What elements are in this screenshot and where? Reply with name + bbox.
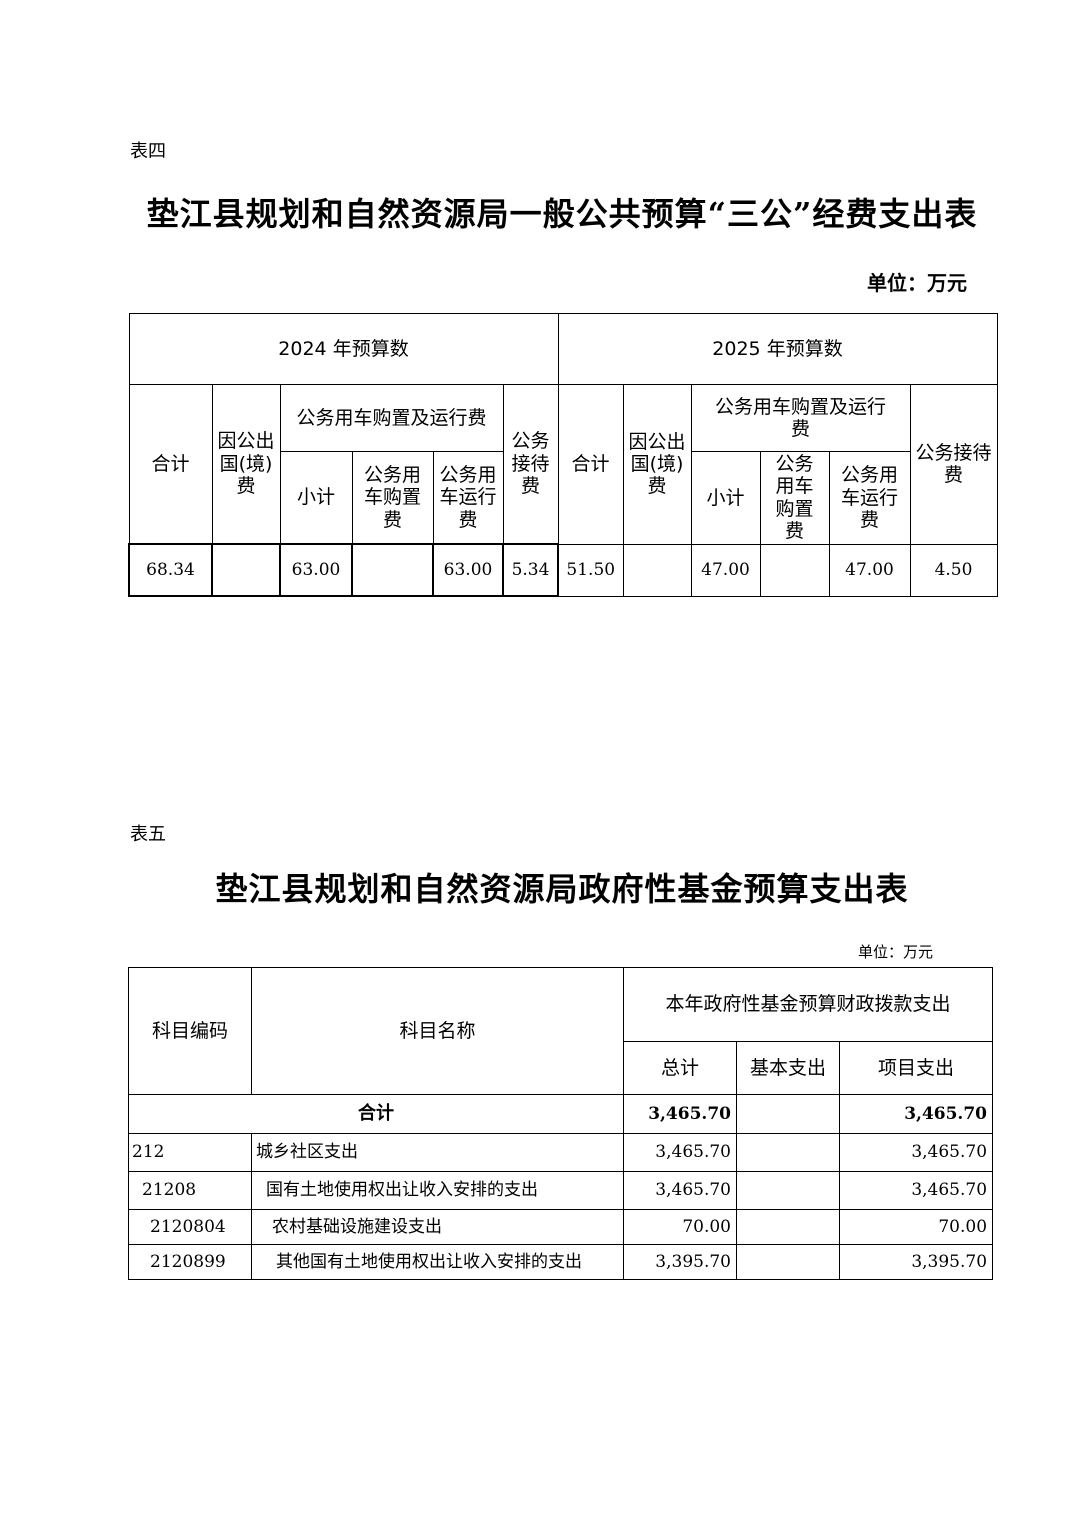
val-2024-reception: 5.34: [502, 543, 559, 597]
row-basic: [736, 1209, 840, 1245]
col-2024-total: 合计: [128, 384, 213, 545]
row-project: 3,465.70: [838, 1171, 994, 1210]
header-row-top: 科目编码 科目名称 本年政府性基金预算财政拨款支出: [128, 967, 994, 1095]
val-2024-total: 68.34: [128, 543, 213, 597]
row-code: 2120899: [128, 1244, 252, 1280]
row-code: 2120804: [128, 1209, 252, 1245]
total-row-total: 3,465.70: [623, 1094, 737, 1134]
row-total: 3,465.70: [623, 1133, 737, 1172]
total-row-project: 3,465.70: [838, 1094, 994, 1134]
row-code: 21208: [128, 1171, 252, 1210]
val-2024-abroad: [211, 543, 281, 597]
row-name: 农村基础设施建设支出: [251, 1209, 624, 1245]
col-2025-purchase: 公务用车购置费: [759, 451, 830, 545]
row-basic: [736, 1133, 840, 1172]
col-2024-purchase: 公务用车购置费: [351, 451, 434, 545]
year-2024-header: 2024 年预算数: [128, 313, 559, 385]
col-basic-expense: 基本支出: [736, 1041, 840, 1095]
row-project: 3,395.70: [838, 1244, 994, 1280]
row-basic: [736, 1244, 840, 1280]
row-name: 城乡社区支出: [251, 1133, 624, 1172]
col-2024-vehicle-group: 公务用车购置及运行费: [279, 384, 504, 452]
val-2025-subtotal: 47.00: [690, 543, 761, 597]
val-2025-abroad: [622, 543, 692, 597]
row-name: 国有土地使用权出让收入安排的支出: [251, 1171, 624, 1210]
row-total: 70.00: [623, 1209, 737, 1245]
table-row: 21208 国有土地使用权出让收入安排的支出 3,465.70 3,465.70: [128, 1171, 994, 1210]
col-2025-vehicle-group: 公务用车购置及运行费: [690, 384, 911, 452]
col-subject-name: 科目名称: [251, 967, 624, 1095]
val-2024-purchase: [351, 543, 434, 597]
table-row: 2120899 其他国有土地使用权出让收入安排的支出 3,395.70 3,39…: [128, 1244, 994, 1280]
val-2025-purchase: [759, 543, 830, 597]
table5-title: 垫江县规划和自然资源局政府性基金预算支出表: [215, 870, 909, 908]
col-2025-total: 合计: [557, 384, 624, 545]
row-project: 3,465.70: [838, 1133, 994, 1172]
val-2024-operation: 63.00: [432, 543, 504, 597]
total-row: 合计 3,465.70 3,465.70: [128, 1094, 994, 1134]
row-code: 212: [128, 1133, 252, 1172]
col-2024-subtotal: 小计: [279, 451, 353, 545]
table5-unit: 单位：万元: [857, 943, 933, 961]
year-2025-header: 2025 年预算数: [557, 313, 998, 385]
total-row-label: 合计: [128, 1094, 624, 1134]
row-name: 其他国有土地使用权出让收入安排的支出: [251, 1244, 624, 1280]
table4-unit: 单位：万元: [867, 271, 967, 295]
three-public-expense-table: 2024 年预算数 2025 年预算数 合计 因公出国(境)费 公务用车购置及运…: [128, 313, 998, 597]
table4-label: 表四: [130, 141, 166, 162]
col-project-expense: 项目支出: [838, 1041, 994, 1095]
total-row-basic: [736, 1094, 840, 1134]
col-2024-reception: 公务接待费: [502, 384, 559, 545]
col-2025-reception: 公务接待费: [909, 384, 998, 545]
col-grand-total: 总计: [623, 1041, 737, 1095]
row-basic: [736, 1171, 840, 1210]
row-project: 70.00: [838, 1209, 994, 1245]
row-total: 3,395.70: [623, 1244, 737, 1280]
table-row: 212 城乡社区支出 3,465.70 3,465.70: [128, 1133, 994, 1172]
col-2025-operation: 公务用车运行费: [828, 451, 911, 545]
col-fund-group: 本年政府性基金预算财政拨款支出: [622, 967, 994, 1042]
col-2025-abroad: 因公出国(境)费: [622, 384, 692, 545]
data-row: 68.34 63.00 63.00 5.34 51.50 47.00 47.00…: [128, 543, 998, 597]
col-2024-operation: 公务用车运行费: [432, 451, 504, 545]
row-total: 3,465.70: [623, 1171, 737, 1210]
val-2025-operation: 47.00: [828, 543, 911, 597]
val-2025-total: 51.50: [557, 543, 624, 597]
table5-label: 表五: [130, 824, 166, 845]
col-subject-code: 科目编码: [128, 967, 252, 1095]
val-2024-subtotal: 63.00: [279, 543, 353, 597]
table-row: 2120804 农村基础设施建设支出 70.00 70.00: [128, 1209, 994, 1245]
col-2025-subtotal: 小计: [690, 451, 761, 545]
header-row-sub: 总计 基本支出 项目支出: [129, 1041, 994, 1095]
col-2024-abroad: 因公出国(境)费: [211, 384, 281, 545]
government-fund-budget-table: 科目编码 科目名称 本年政府性基金预算财政拨款支出 总计 基本支出 项目支出 合…: [128, 967, 994, 1280]
group-header-row: 合计 因公出国(境)费 公务用车购置及运行费 公务接待费 合计 因公出国(境)费…: [128, 384, 998, 545]
val-2025-reception: 4.50: [909, 543, 998, 597]
year-header-row: 2024 年预算数 2025 年预算数: [128, 313, 998, 385]
table4-title: 垫江县规划和自然资源局一般公共预算“三公”经费支出表: [146, 195, 978, 233]
sub-header-row: 小计 公务用车购置费 公务用车运行费 小计 公务用车购置费 公务用车运行费: [129, 451, 997, 545]
